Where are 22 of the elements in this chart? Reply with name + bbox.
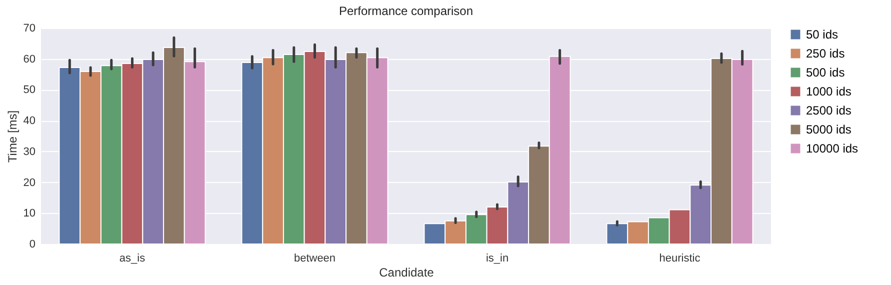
legend-label: 250 ids xyxy=(806,46,845,60)
legend-label: 10000 ids xyxy=(806,142,858,156)
y-tick-label: 50 xyxy=(23,84,36,96)
x-tick-label: heuristic xyxy=(659,252,701,264)
y-axis-title: Time [ms] xyxy=(5,110,20,163)
y-tick-label: 60 xyxy=(23,53,36,66)
legend-label: 1000 ids xyxy=(806,84,852,98)
legend-label: 2500 ids xyxy=(806,104,852,118)
x-tick-label: is_in xyxy=(486,252,509,264)
y-tick-label: 20 xyxy=(23,176,36,189)
x-axis-title: Candidate xyxy=(379,266,434,280)
chart-title: Performance comparison xyxy=(338,4,474,18)
x-tick-label: as_is xyxy=(119,252,146,264)
y-tick-label: 0 xyxy=(29,238,36,250)
y-tick-label: 70 xyxy=(23,22,36,34)
x-tick-label: between xyxy=(294,252,336,264)
legend-label: 5000 ids xyxy=(806,122,852,136)
legend-label: 50 ids xyxy=(806,28,838,42)
y-tick-label: 30 xyxy=(23,146,36,158)
legend-label: 500 ids xyxy=(806,66,845,80)
y-tick-label: 40 xyxy=(23,115,36,128)
y-tick-label: 10 xyxy=(23,208,36,220)
